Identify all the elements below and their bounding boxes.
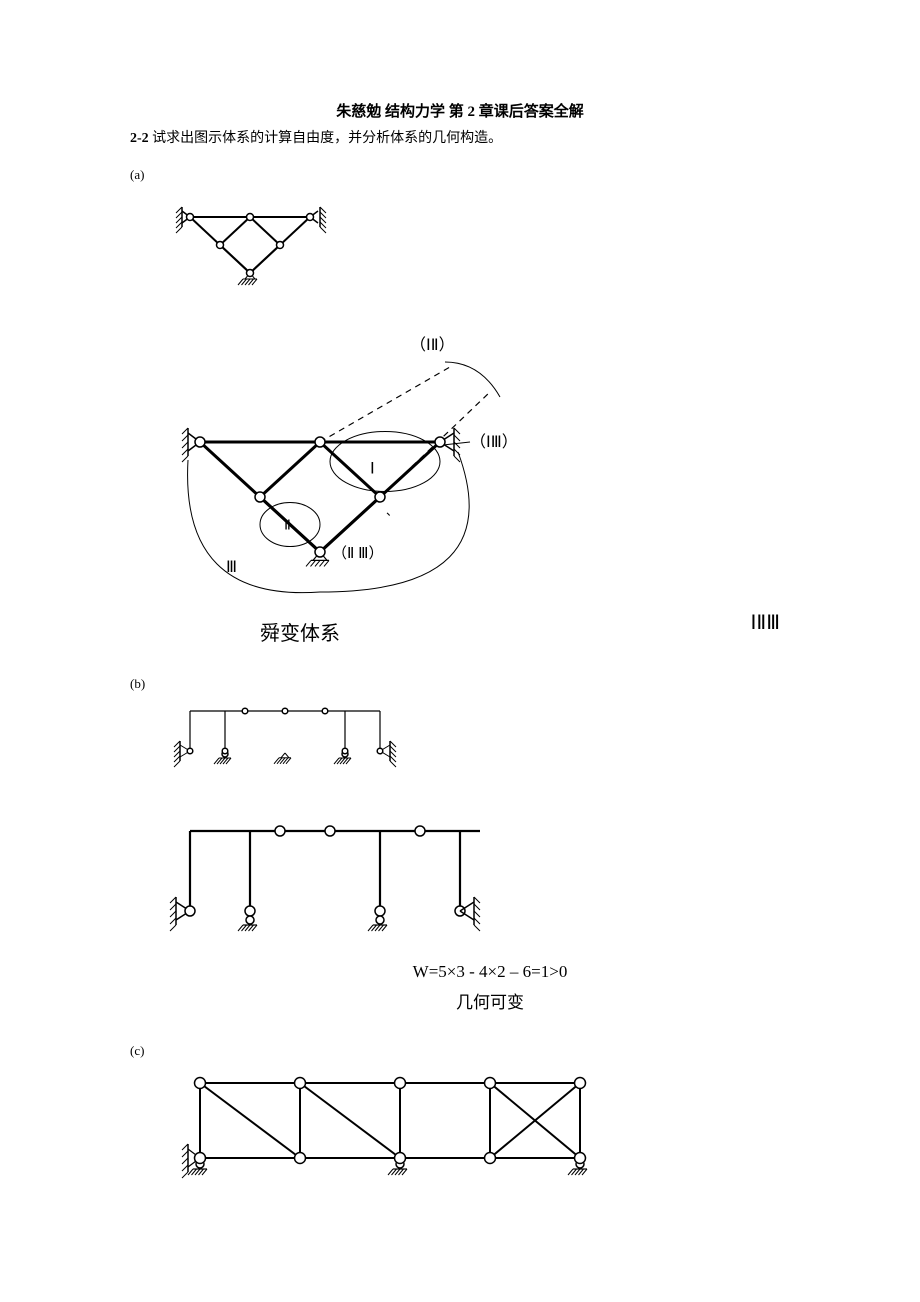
figure-b-large: W=5×3 - 4×2 – 6=1>0 几何可变 <box>150 811 790 1013</box>
svg-text:（ⅠⅡ）: （ⅠⅡ） <box>410 336 455 354</box>
page: 朱慈勉 结构力学 第 2 章课后答案全解 2-2 试求出图示体系的计算自由度，并… <box>0 0 920 1288</box>
label-b: (b) <box>130 676 790 692</box>
caption-b: 几何可变 <box>190 988 790 1013</box>
figure-c <box>150 1063 790 1218</box>
roman-side: ⅠⅡⅢ <box>750 610 780 635</box>
svg-text:Ⅱ: Ⅱ <box>284 519 291 534</box>
figure-a-small <box>150 187 790 302</box>
figure-a-large: （ⅠⅡ）ⅠⅡ（ⅠⅢ）（Ⅱ Ⅲ）Ⅲ、 舜变体系 <box>150 312 790 646</box>
label-c: (c) <box>130 1043 790 1059</box>
prompt-text: 试求出图示体系的计算自由度，并分析体系的几何构造。 <box>152 131 502 146</box>
caption-a: 舜变体系 <box>260 617 790 646</box>
svg-text:、: 、 <box>386 504 398 518</box>
page-title: 朱慈勉 结构力学 第 2 章课后答案全解 <box>130 100 790 121</box>
problem-prompt: 2-2 试求出图示体系的计算自由度，并分析体系的几何构造。 <box>130 127 790 147</box>
equation-b: W=5×3 - 4×2 – 6=1>0 <box>190 962 790 982</box>
label-a: (a) <box>130 167 790 183</box>
svg-text:（ⅠⅢ）: （ⅠⅢ） <box>470 433 518 451</box>
figure-b-small <box>150 696 790 781</box>
problem-number: 2-2 <box>130 131 149 146</box>
svg-text:（Ⅱ Ⅲ）: （Ⅱ Ⅲ） <box>332 545 383 562</box>
svg-text:Ⅰ: Ⅰ <box>370 461 375 478</box>
